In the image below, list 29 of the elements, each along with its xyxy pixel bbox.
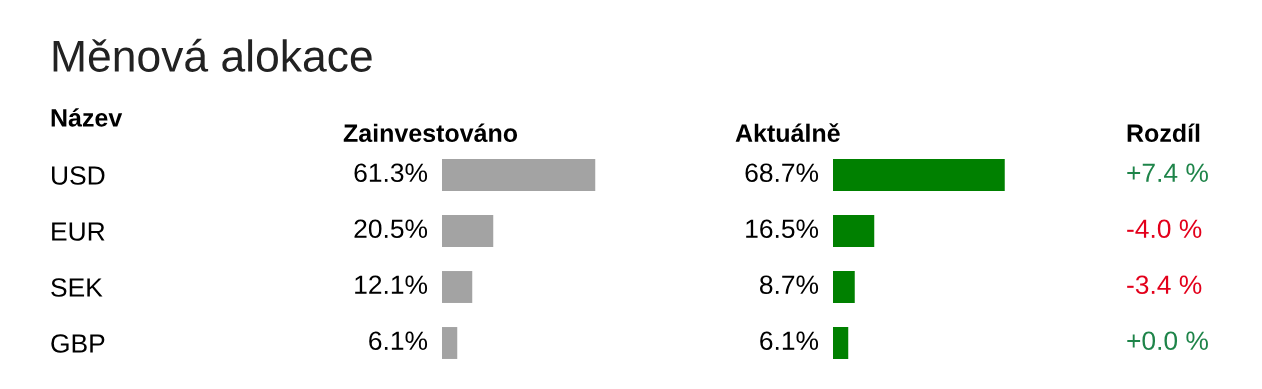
data-label: 16.5% xyxy=(746,219,819,239)
y-tick-label: SEK xyxy=(51,278,103,297)
y-axis-title: Název xyxy=(51,108,123,127)
bar xyxy=(442,159,596,191)
text: Měnová alokace xyxy=(53,38,372,72)
chart-title: Aktuálně xyxy=(735,123,840,143)
bar xyxy=(442,271,473,303)
text: +7.4 % xyxy=(1127,163,1208,182)
data-label: 20.5% xyxy=(354,219,428,239)
y-tick-label: GBP xyxy=(51,334,105,353)
data-label: 61.3% xyxy=(354,163,428,183)
text: -3.4 % xyxy=(1127,275,1202,295)
data-label: 6.1% xyxy=(760,331,819,351)
text: +0.0 % xyxy=(1127,331,1208,351)
data-label: 6.1% xyxy=(369,331,428,351)
bar xyxy=(442,327,458,359)
bar xyxy=(833,327,849,359)
bar xyxy=(833,271,855,303)
data-label: 12.1% xyxy=(355,275,428,294)
y-tick-label: USD xyxy=(52,166,105,185)
y-tick-label: EUR xyxy=(52,222,105,241)
bar xyxy=(833,215,875,247)
data-label: 8.7% xyxy=(760,275,819,295)
text: Rozdíl xyxy=(1127,123,1200,143)
bar xyxy=(833,159,1005,191)
bar xyxy=(442,215,494,247)
text: -4.0 % xyxy=(1127,219,1202,239)
chart-title: Zainvestováno xyxy=(343,123,518,143)
data-label: 68.7% xyxy=(745,163,819,183)
